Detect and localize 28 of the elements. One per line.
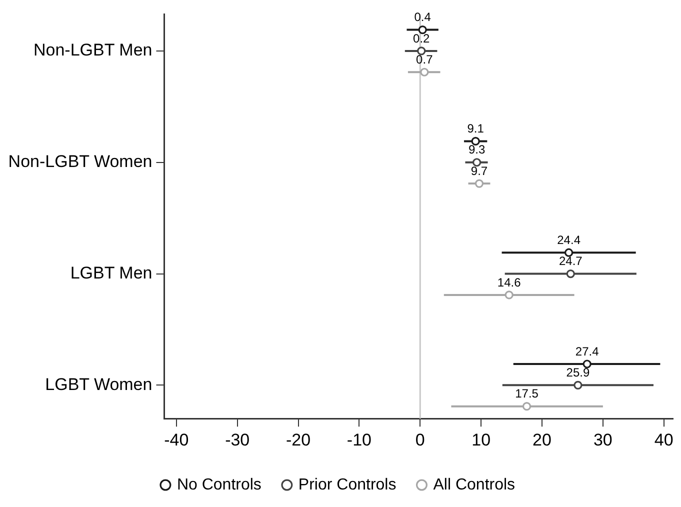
data-label: 24.7 [558,254,583,268]
x-tick-label: 10 [472,430,491,450]
data-label: 9.7 [470,164,488,178]
y-tick-label: LGBT Women [45,374,152,394]
data-label: 9.1 [467,122,484,136]
x-tick-label: -30 [225,430,250,450]
data-label: 25.9 [566,365,590,380]
data-label: 9.3 [468,142,486,157]
legend-label: All Controls [433,476,516,494]
x-tick-label: -10 [346,430,372,450]
data-label: 27.4 [575,344,600,358]
data-label: 0.4 [414,10,432,24]
x-tick-label: -20 [286,430,311,450]
x-tick-label: -40 [164,430,189,450]
x-tick-label: 30 [593,430,612,450]
data-label: 0.2 [413,31,430,46]
legend-label: Prior Controls [298,476,396,494]
x-tick-label: 0 [415,430,425,450]
x-tick-label: 40 [654,430,674,450]
data-label: 17.5 [515,386,539,401]
data-label: 14.6 [497,275,522,290]
data-label: 24.4 [557,232,581,247]
y-tick-label: LGBT Men [70,263,152,282]
data-label: 0.7 [416,52,434,66]
y-tick-label: Non-LGBT Men [34,40,152,60]
x-tick-label: 20 [532,430,552,450]
y-tick-label: Non-LGBT Women [8,152,152,172]
legend-label: No Controls [176,476,262,494]
